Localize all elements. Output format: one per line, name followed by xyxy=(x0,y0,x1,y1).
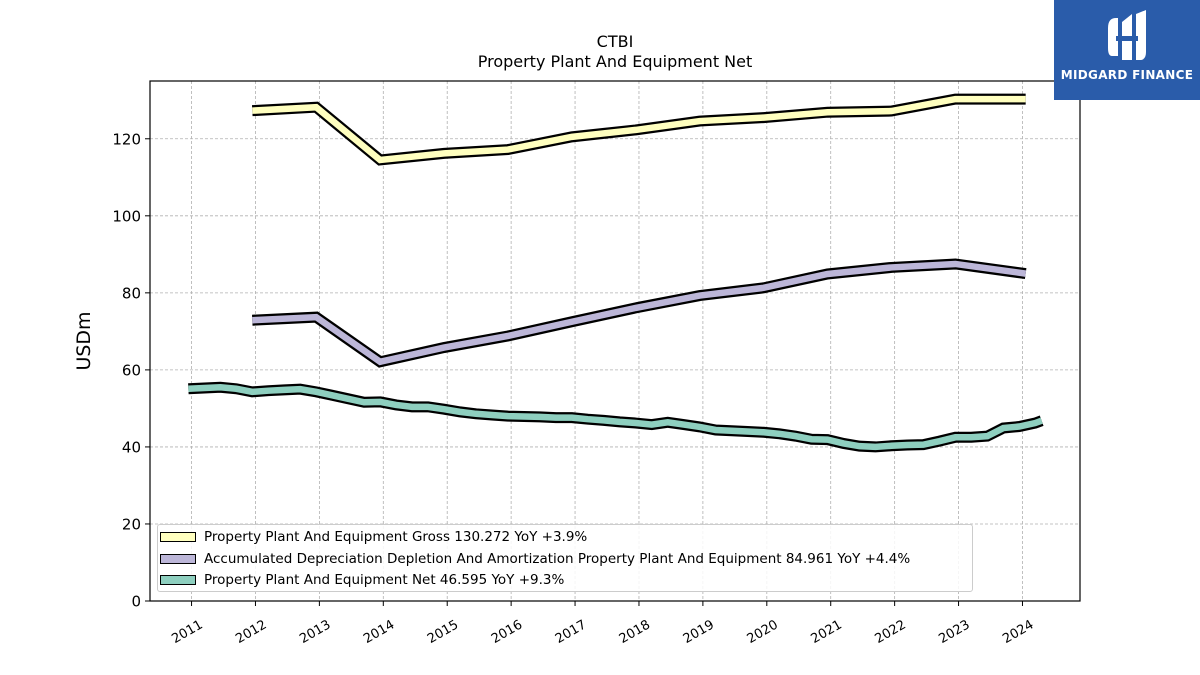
legend-label-gross: Property Plant And Equipment Gross 130.2… xyxy=(204,529,588,545)
logo-mark-icon xyxy=(1108,10,1146,60)
x-tick-label: 2014 xyxy=(361,617,397,647)
y-tick-label: 40 xyxy=(122,438,141,456)
logo-text: MIDGARD FINANCE xyxy=(1060,68,1194,82)
x-tick-label: 2020 xyxy=(745,617,781,647)
x-tick-label: 2015 xyxy=(425,617,461,647)
series-outline-2 xyxy=(188,381,1044,453)
series-layer xyxy=(188,93,1044,453)
x-tick-label: 2016 xyxy=(489,617,525,647)
y-tick-label: 20 xyxy=(122,515,141,533)
x-tick-label: 2013 xyxy=(297,617,333,647)
legend-swatch-net xyxy=(160,575,196,585)
series-line-2 xyxy=(188,383,1043,451)
y-axis-label: USDm xyxy=(73,311,95,371)
x-tick-label: 2023 xyxy=(936,617,972,647)
chart-subtitle: Property Plant And Equipment Net xyxy=(477,52,753,71)
series-line-0 xyxy=(252,95,1026,164)
legend-label-net: Property Plant And Equipment Net 46.595 … xyxy=(204,572,565,588)
legend-swatch-depreciation xyxy=(160,554,196,564)
x-tick-label: 2022 xyxy=(872,617,908,647)
x-tick-label: 2019 xyxy=(681,617,717,647)
x-tick-label: 2018 xyxy=(617,617,653,647)
x-tick-label: 2017 xyxy=(553,617,589,647)
y-tick-label: 0 xyxy=(131,593,141,611)
x-tick-label: 2011 xyxy=(169,617,205,647)
y-tick-label: 120 xyxy=(112,130,141,148)
x-tick-label: 2021 xyxy=(809,617,845,647)
legend-swatch-gross xyxy=(160,532,196,542)
legend-item-depreciation: Accumulated Depreciation Depletion And A… xyxy=(158,549,910,569)
brand-logo: MIDGARD FINANCE xyxy=(1054,0,1200,100)
legend-item-net: Property Plant And Equipment Net 46.595 … xyxy=(158,570,564,590)
y-tick-label: 60 xyxy=(122,361,141,379)
legend-label-depreciation: Accumulated Depreciation Depletion And A… xyxy=(204,551,911,567)
y-tick-label: 80 xyxy=(122,284,141,302)
y-tick-label: 100 xyxy=(112,207,141,225)
x-tick-label: 2012 xyxy=(233,617,269,647)
grid-lines xyxy=(150,81,1080,602)
legend: Property Plant And Equipment Gross 130.2… xyxy=(157,524,973,592)
chart-title: CTBI xyxy=(596,32,634,51)
plot-frame xyxy=(149,80,1081,602)
x-tick-label: 2024 xyxy=(1000,617,1036,647)
series-line-1 xyxy=(252,260,1027,366)
legend-item-gross: Property Plant And Equipment Gross 130.2… xyxy=(158,527,587,547)
